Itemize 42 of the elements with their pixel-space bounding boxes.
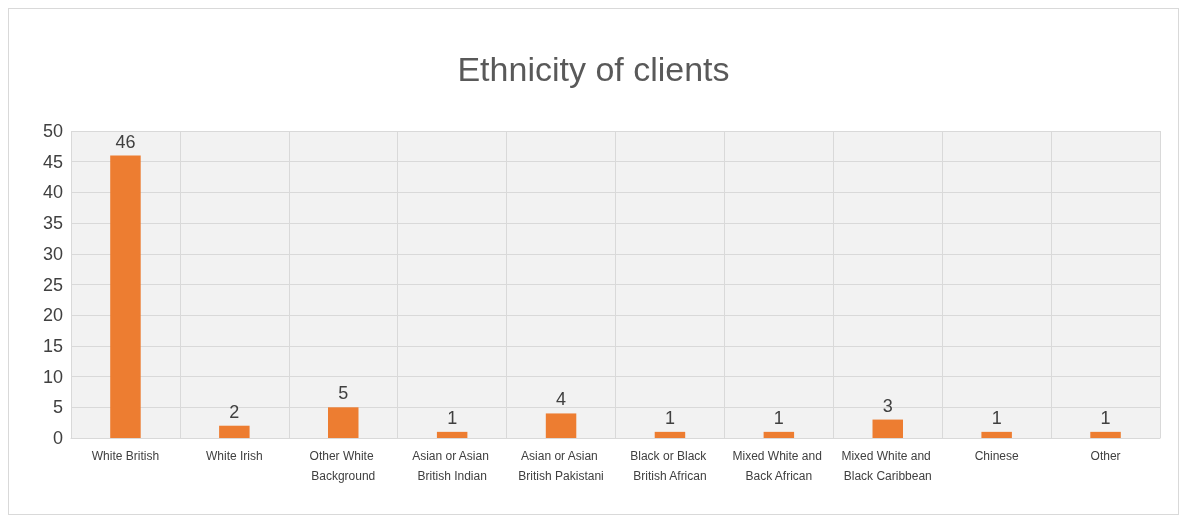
x-tick-label: White British: [91, 449, 160, 463]
x-tick-label: Black or Black British African: [630, 449, 710, 483]
bar: [219, 425, 250, 438]
x-tick-label: Other White Background: [309, 449, 377, 483]
y-tick-label: 20: [42, 305, 63, 326]
bar: [328, 407, 359, 438]
y-tick-label: 25: [42, 274, 63, 295]
chart-title: Ethnicity of clients: [457, 50, 730, 88]
x-tick-label: Mixed White and Black Caribbean: [841, 449, 935, 483]
bar: [1090, 431, 1121, 438]
bar: [981, 431, 1012, 438]
y-tick-label: 15: [42, 335, 63, 356]
y-tick-label: 5: [52, 397, 63, 418]
data-label: 46: [115, 131, 136, 152]
y-tick-label: 50: [42, 121, 63, 141]
bar: [654, 431, 686, 438]
data-label: 1: [1100, 407, 1111, 428]
data-label: 5: [338, 383, 349, 404]
bar: [110, 155, 141, 438]
y-tick-label: 40: [42, 182, 63, 203]
x-tick-label: White Irish: [206, 449, 263, 463]
y-tick-label: 30: [42, 243, 63, 264]
data-label: 1: [447, 407, 458, 428]
x-tick-label: Chinese: [974, 449, 1019, 463]
y-tick-label: 35: [42, 213, 63, 234]
x-tick-label: Asian or Asian British Indian: [412, 449, 493, 483]
data-label: 1: [664, 407, 675, 428]
x-tick-label: Other: [1090, 449, 1121, 463]
data-label: 4: [556, 389, 567, 410]
x-tick-label: Asian or Asian British Pakistani: [518, 449, 604, 483]
data-label: 3: [882, 395, 893, 416]
bar: [763, 431, 795, 438]
bar: [545, 413, 577, 438]
y-tick-label: 45: [42, 151, 63, 172]
bar: [436, 431, 468, 438]
data-label: 1: [991, 407, 1002, 428]
x-tick-label: Mixed White and Back African: [732, 449, 826, 483]
y-tick-label: 10: [42, 366, 63, 387]
bar: [872, 419, 903, 438]
y-tick-label: 0: [52, 428, 63, 448]
data-label: 1: [773, 407, 784, 428]
data-label: 2: [229, 401, 240, 422]
